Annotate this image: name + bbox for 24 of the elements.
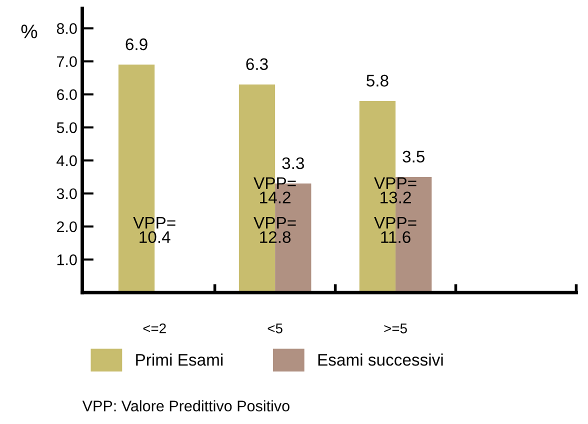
text: VPP: Valore Predittivo Positivo — [82, 400, 290, 412]
data-label: 3.3 — [282, 157, 304, 170]
legend-label: Primi Esami — [136, 354, 223, 366]
annotation: VPP= 14.2 — [254, 177, 296, 204]
x-tick-label: <5 — [268, 324, 282, 334]
data-label: 6.3 — [246, 58, 268, 70]
legend-label: Esami successivi — [318, 354, 443, 366]
data-label: 5.8 — [366, 74, 388, 87]
y-tick-label: 7.0 — [57, 56, 77, 68]
y-tick-label: 2.0 — [56, 221, 77, 232]
y-tick-label: 4.0 — [56, 155, 77, 166]
annotation: VPP= 13.2 — [374, 177, 416, 204]
y-tick-label: 6.0 — [57, 89, 77, 100]
data-label: 6.9 — [126, 38, 148, 50]
y-tick-label: 8.0 — [56, 23, 77, 34]
y-axis-title: % — [21, 24, 38, 38]
y-tick-label: 5.0 — [56, 122, 77, 134]
x-tick-label: <=2 — [143, 323, 166, 334]
y-tick-label: 3.0 — [56, 188, 77, 200]
x-tick-label: >=5 — [384, 324, 407, 334]
y-tick-label: 1.0 — [57, 254, 77, 266]
annotation: VPP= 11.6 — [374, 217, 416, 244]
annotation: VPP= 12.8 — [254, 217, 296, 244]
data-label: 3.5 — [402, 150, 424, 163]
